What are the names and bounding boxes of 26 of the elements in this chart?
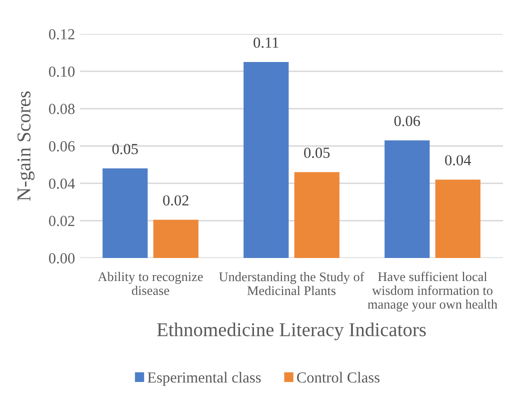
x-axis-title: Ethnomedicine Literacy Indicators xyxy=(157,322,426,340)
y-axis-title: N-gain Scores xyxy=(17,91,35,201)
data-label: 0.05 xyxy=(112,144,138,154)
y-tick-label: 0.08 xyxy=(48,104,75,114)
bar xyxy=(244,62,289,258)
y-tick-label: 0.00 xyxy=(48,253,75,264)
y-tick-label: 0.02 xyxy=(48,216,74,226)
x-tick-label: Understanding the Study of Medicinal Plants xyxy=(219,272,364,296)
bar xyxy=(102,168,148,258)
x-tick-label: Have sufficient local wisdom information to manage your own health xyxy=(368,272,498,312)
bar xyxy=(435,180,480,258)
bar xyxy=(153,220,198,258)
data-label: 0.11 xyxy=(254,37,278,48)
y-tick-label: 0.04 xyxy=(48,178,75,189)
data-label: 0.05 xyxy=(304,148,330,158)
bar xyxy=(294,172,340,258)
data-label: 0.02 xyxy=(163,195,188,206)
y-tick-label: 0.12 xyxy=(48,29,74,40)
legend-label: Esperimental class xyxy=(148,372,261,386)
x-tick-label: Ability to recognize disease xyxy=(98,272,203,296)
bar xyxy=(384,140,430,258)
legend-label: Control Class xyxy=(297,372,380,383)
y-tick-label: 0.10 xyxy=(48,66,75,77)
data-label: 0.06 xyxy=(394,116,420,126)
data-label: 0.04 xyxy=(445,155,472,166)
y-tick-label: 0.06 xyxy=(48,141,75,152)
